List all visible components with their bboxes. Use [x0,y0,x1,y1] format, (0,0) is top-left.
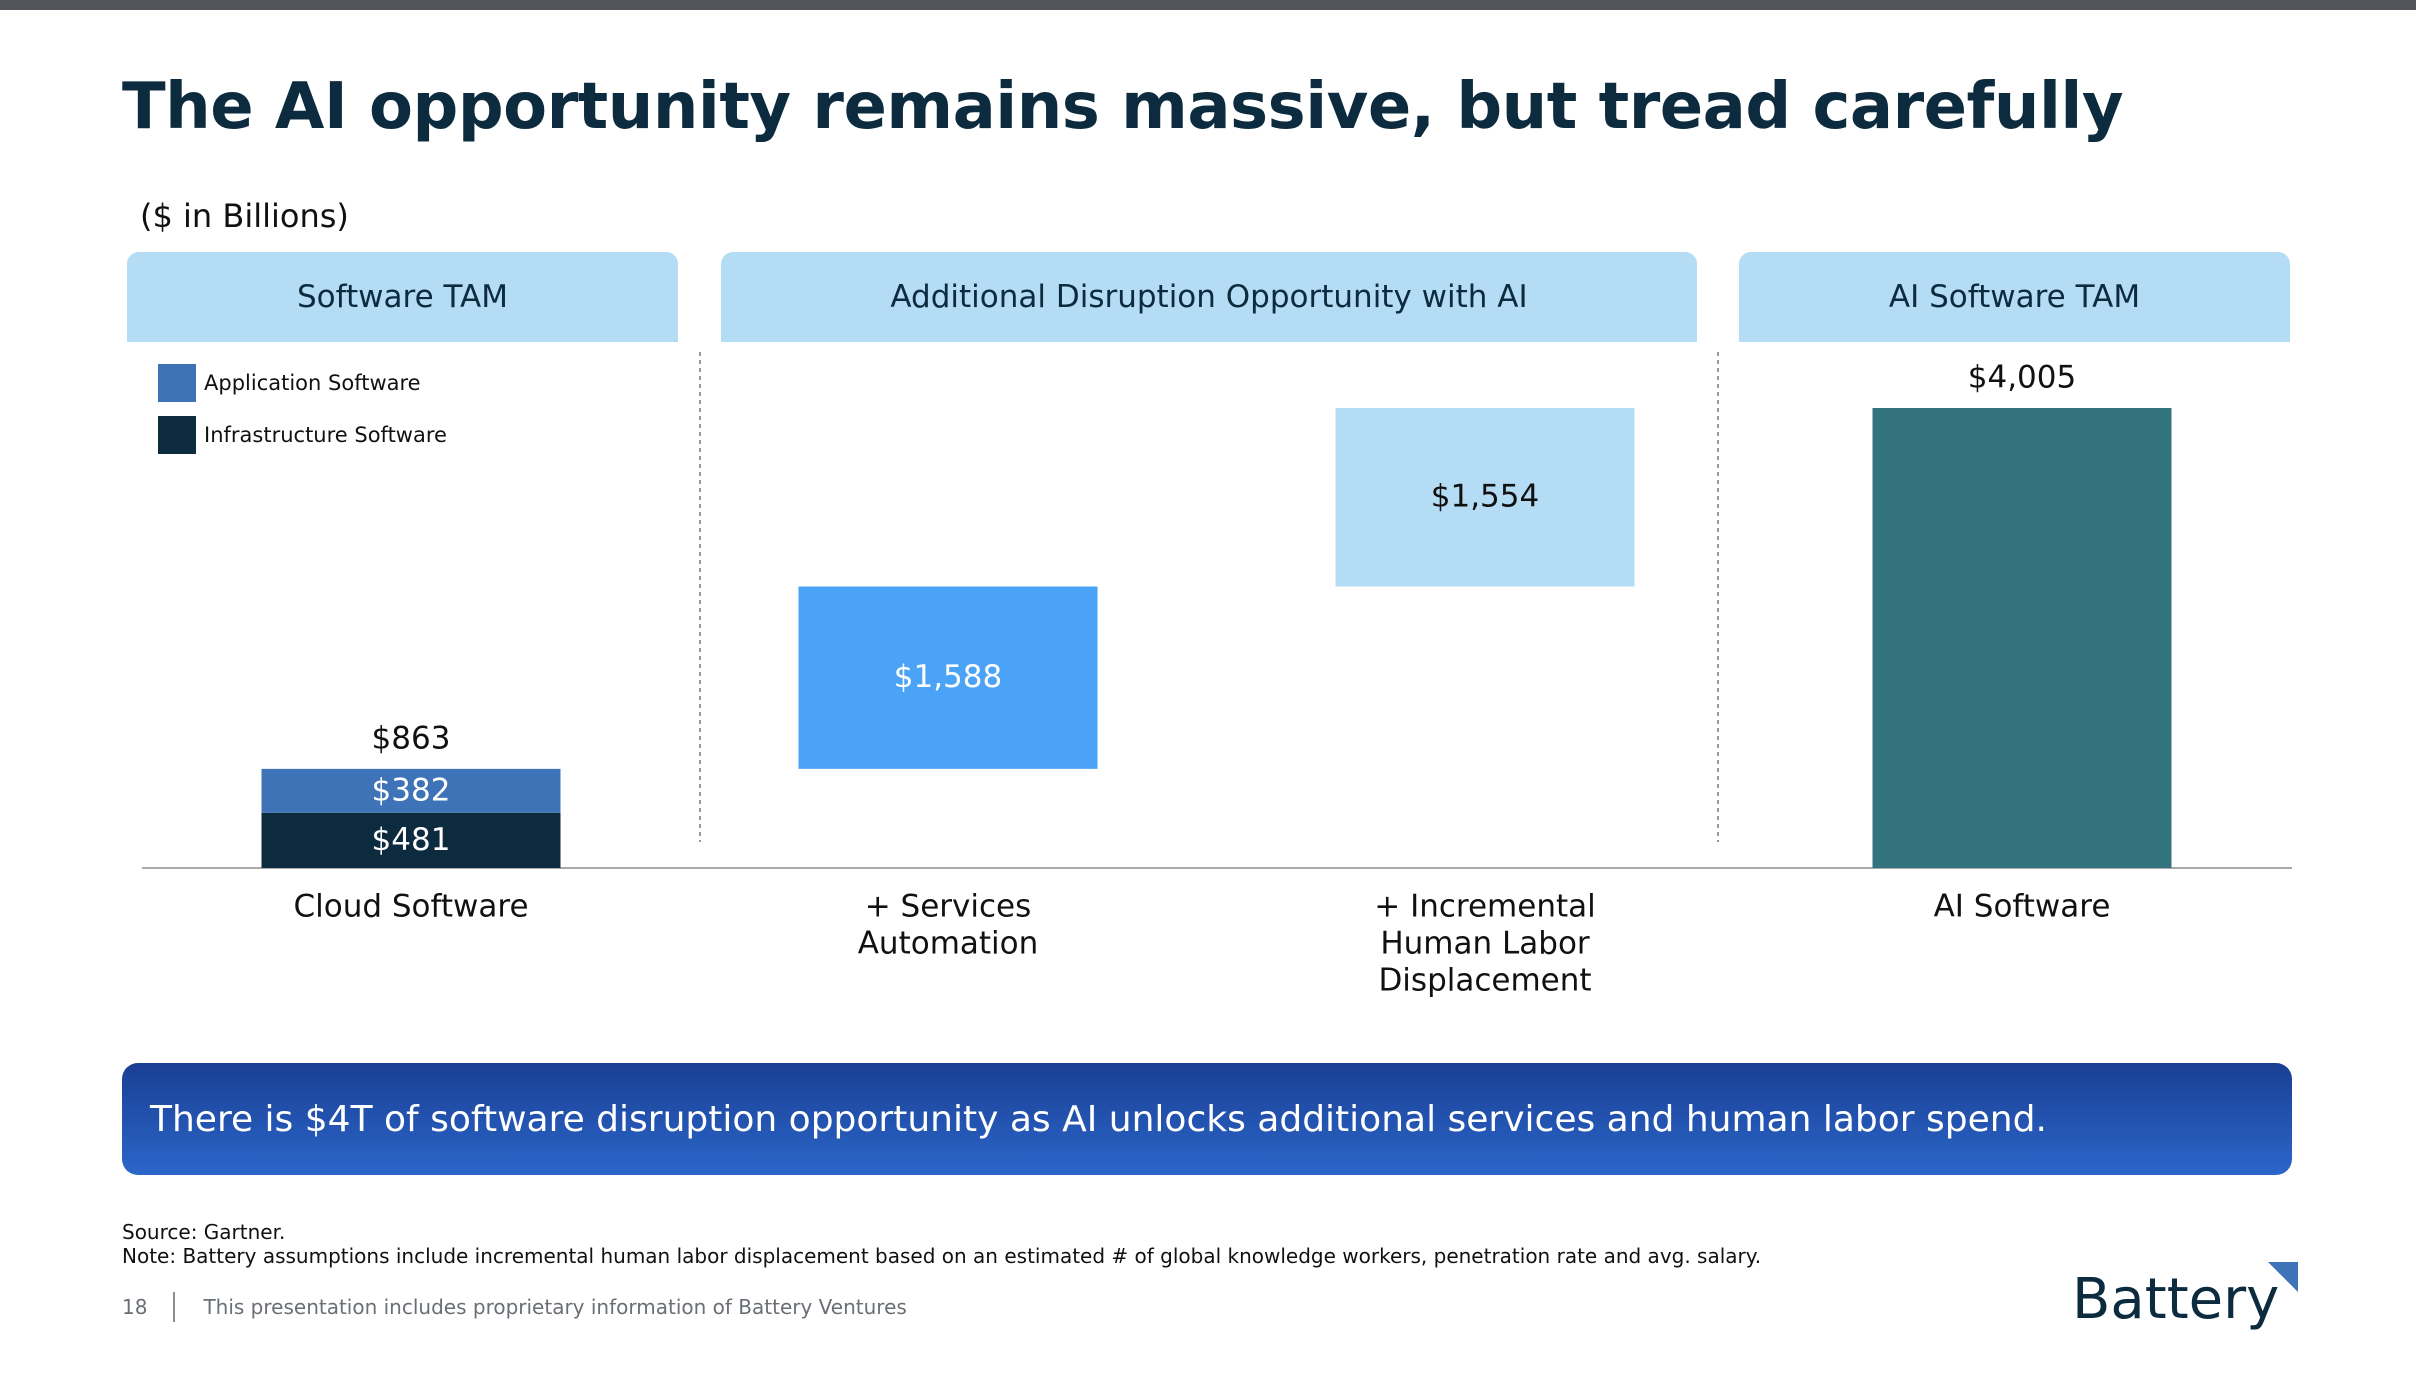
category-label-2-line-0: + Incremental [1374,889,1595,925]
logo-mark-icon [2268,1262,2298,1292]
data-label-cloud-infrastructure: $481 [372,822,451,858]
data-label-cloud-total: $863 [372,720,451,756]
section-header-disruption: Additional Disruption Opportunity with A… [721,252,1697,342]
top-accent-bar [0,0,2416,10]
units-label: ($ in Billions) [140,197,349,235]
battery-logo: Battery [2072,1262,2298,1332]
category-label-2-line-2: Displacement [1378,963,1591,999]
legend-item-infrastructure: Infrastructure Software [158,416,447,454]
source-text: Source: Gartner. [122,1220,286,1244]
data-label-cloud-application: $382 [372,772,451,808]
note-text: Note: Battery assumptions include increm… [122,1244,1762,1268]
page-title: The AI opportunity remains massive, but … [122,70,2124,144]
logo-text: Battery [2072,1267,2280,1332]
data-label-increment-2: $1,554 [1431,479,1539,515]
data-label-ai-total: $4,005 [1968,360,2076,396]
source-notes: Source: Gartner. Note: Battery assumptio… [122,1220,1761,1268]
legend-swatch-application [158,364,196,402]
bar-ai-software-total [1872,408,2172,868]
callout-banner: There is $4T of software disruption oppo… [122,1063,2292,1175]
footer-divider [173,1292,176,1322]
page-number: 18 [122,1295,148,1319]
legend-item-application: Application Software [158,364,421,402]
category-label-3-line-0: AI Software [1934,889,2111,925]
category-label-1-line-0: + Services [865,889,1032,925]
section-header-ai-tam: AI Software TAM [1739,252,2290,342]
bar-increment-1 [798,586,1098,769]
bar-cloud-application [261,768,561,813]
legend-label-infrastructure: Infrastructure Software [204,423,447,447]
section-header-software-tam: Software TAM [127,252,678,342]
legend-swatch-infrastructure [158,416,196,454]
footer: 18 This presentation includes proprietar… [122,1292,907,1322]
category-label-2-line-1: Human Labor [1380,926,1590,962]
bar-cloud-infrastructure [261,812,561,868]
category-label-0-line-0: Cloud Software [293,889,528,925]
legend-label-application: Application Software [204,371,421,395]
footer-text: This presentation includes proprietary i… [203,1295,907,1319]
data-label-increment-1: $1,588 [894,659,1002,695]
category-label-1-line-1: Automation [858,926,1039,962]
bar-increment-2 [1335,408,1635,587]
callout-text: There is $4T of software disruption oppo… [150,1098,2047,1140]
